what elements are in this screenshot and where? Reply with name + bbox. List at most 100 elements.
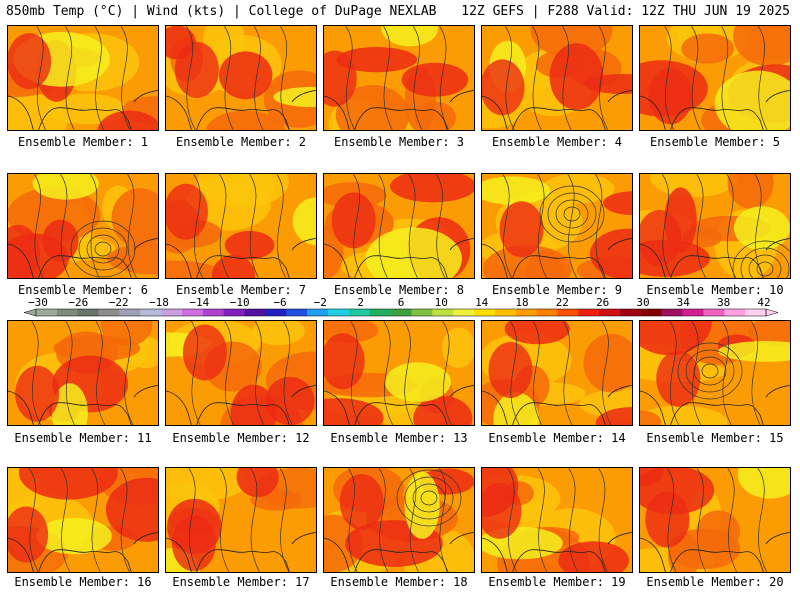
temperature-field-map [8, 321, 158, 425]
colorbar-tick-label: 14 [475, 296, 489, 309]
ensemble-member-caption: Ensemble Member: 15 [646, 431, 784, 445]
colorbar-swatch [411, 309, 433, 316]
ensemble-member-caption: Ensemble Member: 6 [17, 283, 149, 297]
ensemble-member-caption: Ensemble Member: 11 [14, 431, 152, 445]
colorbar-min-arrow [23, 308, 37, 317]
ensemble-map-panel [165, 467, 317, 573]
colorbar-tick-label: 2 [357, 296, 364, 309]
colorbar-swatch [348, 309, 371, 316]
ensemble-member-caption: Ensemble Member: 3 [333, 135, 465, 149]
temperature-field-map [166, 468, 316, 572]
temperature-field-map [640, 468, 790, 572]
colorbar-tick-label: 6 [397, 296, 405, 309]
colorbar-swatch [265, 309, 287, 316]
temperature-field-map [324, 26, 474, 130]
temperature-field-map [166, 174, 316, 278]
ensemble-map-panel [165, 320, 317, 426]
temperature-field-map [324, 321, 474, 425]
ensemble-map-panel [481, 173, 633, 279]
temperature-field-map [482, 26, 632, 130]
temperature-field-map [640, 174, 790, 278]
colorbar-swatch [36, 309, 58, 316]
ensemble-member-caption: Ensemble Member: 17 [172, 575, 310, 589]
colorbar-tick-label: 42 [757, 296, 771, 309]
colorbar-swatch [599, 309, 621, 316]
temperature-field-map [324, 174, 474, 278]
ensemble-member-caption: Ensemble Member: 20 [646, 575, 784, 589]
colorbar-tick-label: 30 [636, 296, 650, 309]
ensemble-member-caption: Ensemble Member: 7 [175, 283, 307, 297]
colorbar-swatch [661, 309, 683, 316]
ensemble-member-caption: Ensemble Member: 2 [175, 135, 307, 149]
ensemble-member-caption: Ensemble Member: 9 [491, 283, 623, 297]
ensemble-map-panel [639, 25, 791, 131]
colorbar-swatch [77, 309, 99, 316]
map-title: 850mb Temp (°C) | Wind (kts) | College o… [6, 4, 437, 19]
colorbar-swatch [202, 309, 225, 316]
temperature-field-map [482, 174, 632, 278]
colorbar-swatch [682, 309, 704, 316]
colorbar-swatch [745, 309, 767, 316]
colorbar-tick-label: 38 [717, 296, 731, 309]
temperature-field-map [324, 468, 474, 572]
temperature-field-map [8, 26, 158, 130]
colorbar-tick-label: 22 [555, 296, 569, 309]
colorbar-swatch [56, 309, 79, 316]
ensemble-map-panel [481, 320, 633, 426]
ensemble-map-panel [165, 173, 317, 279]
ensemble-member-caption: Ensemble Member: 14 [488, 431, 626, 445]
ensemble-member-caption: Ensemble Member: 12 [172, 431, 310, 445]
temperature-field-map [640, 321, 790, 425]
ensemble-map-panel [481, 467, 633, 573]
ensemble-member-caption: Ensemble Member: 10 [646, 283, 784, 297]
temperature-field-map [8, 174, 158, 278]
ensemble-map-panel [323, 467, 475, 573]
ensemble-map-panel [639, 320, 791, 426]
ensemble-member-caption: Ensemble Member: 5 [649, 135, 781, 149]
temperature-colorbar [23, 308, 779, 317]
ensemble-map-panel [323, 173, 475, 279]
colorbar-swatch [620, 309, 642, 316]
ensemble-member-caption: Ensemble Member: 16 [14, 575, 152, 589]
colorbar-swatch [640, 309, 663, 316]
ensemble-member-caption: Ensemble Member: 8 [333, 283, 465, 297]
ensemble-map-panel [481, 25, 633, 131]
temperature-field-map [166, 26, 316, 130]
ensemble-member-caption: Ensemble Member: 4 [491, 135, 623, 149]
ensemble-map-panel [7, 173, 159, 279]
ensemble-map-panel [639, 467, 791, 573]
colorbar-swatch [390, 309, 412, 316]
temperature-field-map [482, 321, 632, 425]
colorbar-swatch [307, 309, 329, 316]
colorbar-swatch [432, 309, 454, 316]
colorbar-tick-label: 34 [676, 296, 690, 309]
colorbar-swatch [557, 309, 579, 316]
ensemble-map-panel [165, 25, 317, 131]
colorbar-swatch [578, 309, 600, 316]
colorbar-swatch [515, 309, 537, 316]
colorbar-swatch [182, 309, 204, 316]
colorbar-swatch [161, 309, 183, 316]
colorbar-swatch [703, 309, 725, 316]
temperature-field-map [482, 468, 632, 572]
colorbar-swatch [140, 309, 162, 316]
ensemble-map-panel [323, 25, 475, 131]
ensemble-member-caption: Ensemble Member: 13 [330, 431, 468, 445]
colorbar-tick-label: −18 [149, 296, 169, 309]
colorbar-swatch [328, 309, 350, 316]
colorbar-tick-label: −2 [313, 296, 327, 309]
colorbar-tick-label: 18 [515, 296, 529, 309]
ensemble-member-caption: Ensemble Member: 1 [17, 135, 149, 149]
colorbar-tick-label: −6 [273, 296, 287, 309]
ensemble-map-panel [323, 320, 475, 426]
model-run-info: 12Z GEFS | F288 Valid: 12Z THU JUN 19 20… [461, 4, 790, 19]
colorbar-tick-label: −10 [229, 296, 250, 309]
colorbar-swatch [286, 309, 308, 316]
colorbar-swatch [369, 309, 391, 316]
colorbar-swatch [453, 309, 475, 316]
ensemble-map-panel [639, 173, 791, 279]
colorbar-swatch [474, 309, 496, 316]
colorbar-tick-label: −14 [189, 296, 210, 309]
colorbar-tick-label: −22 [108, 296, 129, 309]
colorbar-tick-label: −30 [28, 296, 48, 309]
